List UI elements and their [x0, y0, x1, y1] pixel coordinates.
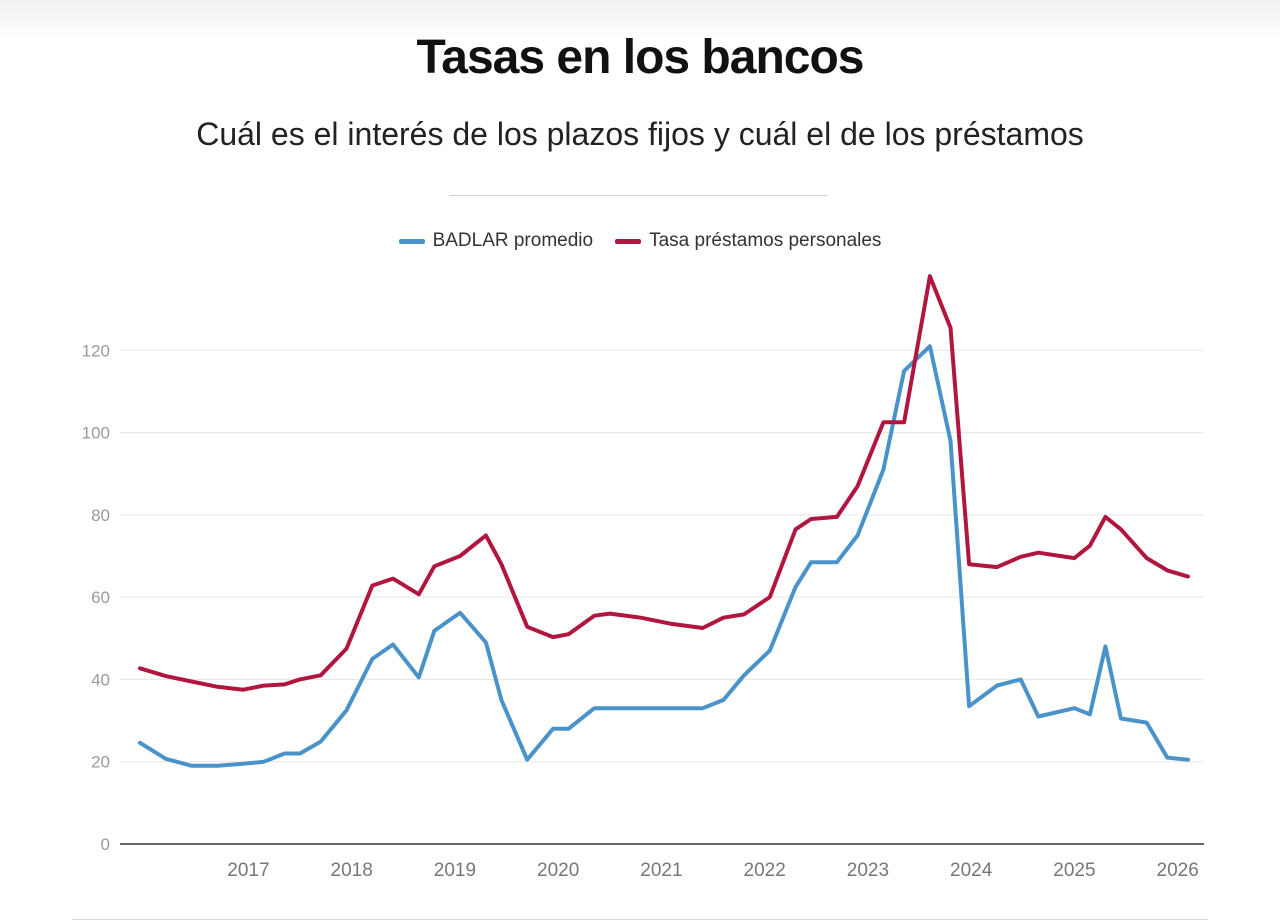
- bottom-rule: [72, 919, 1208, 920]
- legend-swatch-prestamos: [615, 238, 642, 244]
- y-tick-label-60: 60: [91, 588, 110, 607]
- x-tick-label-2023: 2023: [847, 860, 889, 881]
- legend-label-badlar: BADLAR promedio: [432, 230, 594, 251]
- x-tick-label-2024: 2024: [950, 860, 993, 881]
- x-tick-label-2020: 2020: [537, 860, 579, 881]
- legend-swatch-badlar: [398, 238, 425, 244]
- top-fade: [0, 0, 1280, 40]
- header-divider: [450, 195, 827, 196]
- series-line-badlar: [138, 344, 1190, 768]
- y-tick-label-80: 80: [91, 506, 110, 525]
- x-tick-label-2022: 2022: [744, 860, 786, 881]
- y-tick-label-20: 20: [91, 753, 110, 772]
- x-tick-label-2019: 2019: [434, 860, 476, 881]
- x-tick-label-2026: 2026: [1157, 860, 1199, 881]
- chart-title: Tasas en los bancos: [416, 31, 865, 84]
- legend-item-badlar: BADLAR promedio: [398, 230, 594, 252]
- chart-subtitle: Cuál es el interés de los plazos fijos y…: [196, 116, 1084, 152]
- x-tick-label-2025: 2025: [1053, 860, 1095, 881]
- y-tick-label-0: 0: [101, 835, 110, 854]
- x-tick-label-2018: 2018: [331, 860, 373, 881]
- x-tick-label-2021: 2021: [640, 860, 682, 881]
- legend-label-prestamos: Tasa préstamos personales: [649, 230, 882, 251]
- legend-item-prestamos: Tasa préstamos personales: [615, 230, 881, 252]
- x-tick-label-2017: 2017: [227, 860, 269, 881]
- y-tick-label-100: 100: [82, 424, 110, 443]
- series-line-prestamos: [138, 274, 1190, 692]
- y-tick-label-120: 120: [82, 341, 110, 360]
- legend: BADLAR promedio Tasa préstamos personale…: [0, 230, 1280, 252]
- y-tick-label-40: 40: [91, 670, 110, 689]
